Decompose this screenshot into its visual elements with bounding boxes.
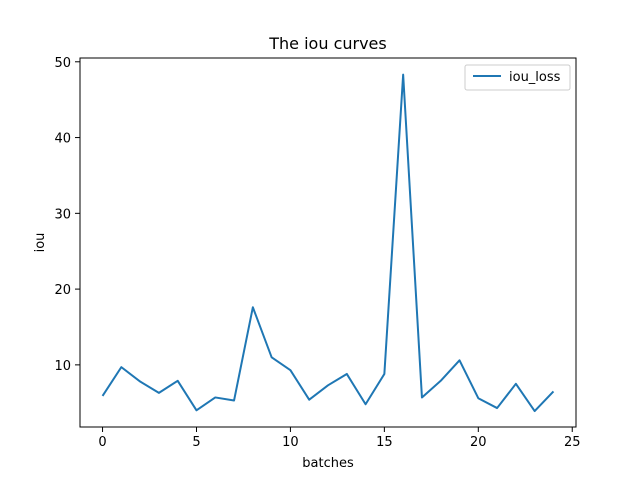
y-tick-label: 50: [54, 56, 71, 71]
x-tick-label: 5: [192, 435, 200, 450]
y-tick-label: 10: [54, 359, 71, 374]
legend-box: [464, 64, 571, 91]
plot-area-frame: [79, 57, 577, 428]
x-tick-label: 15: [376, 435, 393, 450]
x-tick-label: 25: [564, 435, 581, 450]
legend: iou_loss: [464, 64, 571, 91]
y-axis: 10 20 30 40 50: [54, 56, 80, 374]
y-tick-label: 40: [54, 132, 71, 147]
x-tick-label: 0: [98, 435, 106, 450]
y-tick-label: 30: [54, 207, 71, 222]
chart-title: The iou curves: [268, 34, 386, 53]
y-tick-label: 20: [54, 283, 71, 298]
x-tick-label: 10: [282, 435, 299, 450]
x-axis-label: batches: [302, 456, 354, 471]
legend-label: iou_loss: [509, 70, 561, 85]
plot-lines: [101, 73, 555, 413]
x-tick-label: 20: [470, 435, 487, 450]
x-axis: 0 5 10 15 20 25: [98, 427, 581, 450]
y-axis-label: iou: [33, 233, 48, 253]
